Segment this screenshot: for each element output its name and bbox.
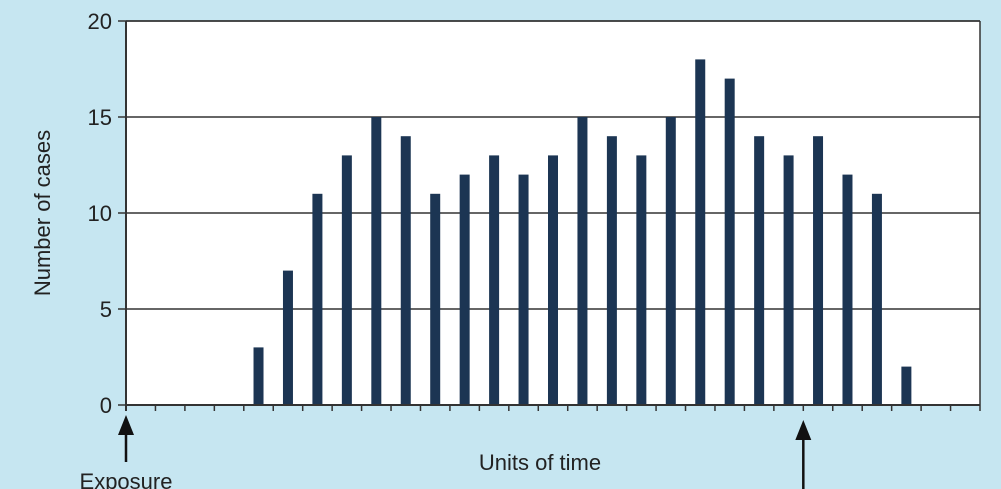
bar — [518, 174, 529, 405]
bar — [754, 136, 765, 405]
bar — [606, 136, 617, 405]
bar — [548, 155, 558, 405]
bar — [459, 174, 470, 405]
bar — [636, 155, 647, 405]
bar — [724, 78, 735, 405]
bar — [489, 155, 500, 405]
bar — [341, 155, 352, 405]
bar — [430, 193, 441, 405]
arrow-up-icon — [118, 415, 134, 435]
bar — [282, 270, 293, 405]
bar — [371, 117, 382, 405]
bar — [871, 193, 882, 405]
bar — [665, 117, 676, 405]
bar — [400, 136, 411, 405]
annotation-label: Exposure — [80, 469, 173, 489]
bar — [783, 155, 794, 405]
y-tick-label: 0 — [100, 393, 112, 418]
y-tick-label: 20 — [88, 9, 112, 34]
bar — [577, 117, 588, 405]
bar — [695, 59, 706, 406]
y-axis-label: Number of cases — [30, 130, 55, 296]
y-tick-label: 10 — [88, 201, 112, 226]
y-tick-label: 5 — [100, 297, 112, 322]
bar — [813, 136, 824, 405]
arrow-up-icon — [795, 420, 812, 440]
x-axis-label: Units of time — [479, 450, 601, 475]
y-tick-label: 15 — [88, 105, 112, 130]
bar — [253, 347, 264, 405]
bar — [901, 366, 912, 405]
bar — [842, 174, 853, 405]
bar — [312, 193, 323, 405]
